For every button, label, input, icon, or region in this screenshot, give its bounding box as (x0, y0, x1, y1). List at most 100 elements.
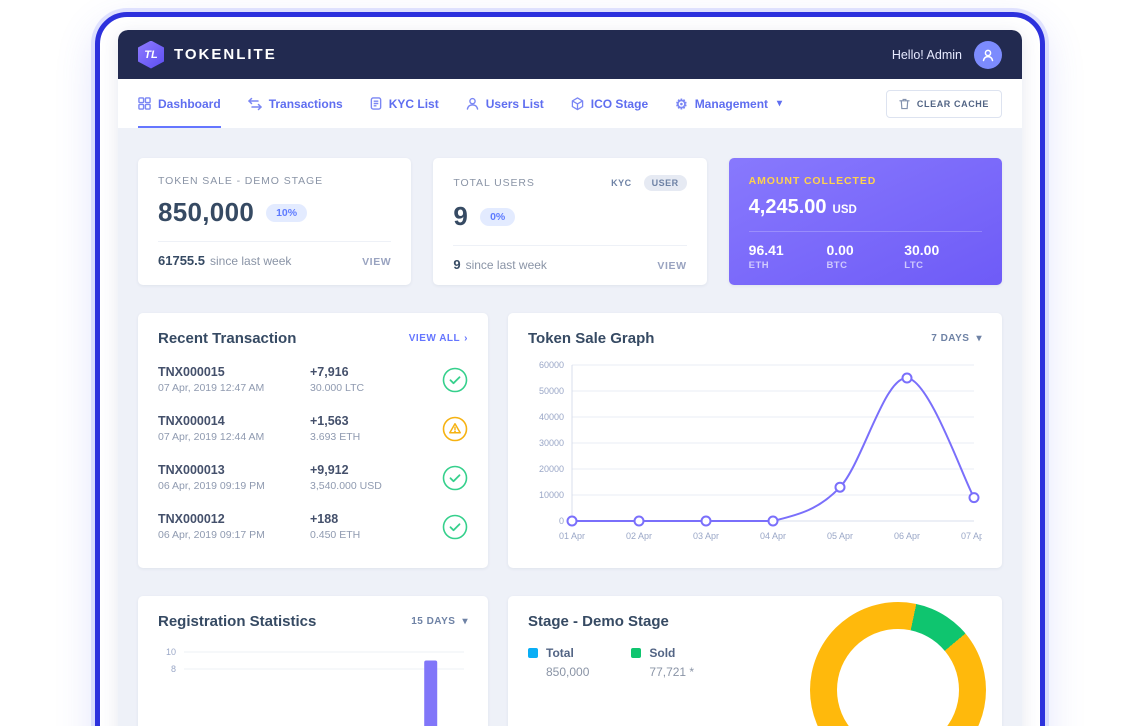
total-users-sub-label: since last week (465, 258, 547, 272)
token-sale-value: 850,000 (158, 197, 255, 227)
brand[interactable]: TL TOKENLITE (138, 40, 277, 69)
total-users-card: TOTAL USERS KYC USER 9 0% 9 since last we (433, 158, 707, 285)
tx-date: 07 Apr, 2019 12:47 AM (158, 382, 265, 394)
svg-text:50000: 50000 (539, 386, 564, 396)
tx-amount: +9,912 (310, 463, 349, 477)
user-area: Hello! Admin (892, 40, 1002, 69)
legend-item-sold: Sold 77,721 * (631, 646, 694, 679)
svg-text:10: 10 (166, 647, 176, 657)
transactions-list: TNX000015 07 Apr, 2019 12:47 AM +7,916 3… (158, 355, 468, 551)
chevron-right-icon: › (464, 333, 468, 344)
stage-demo-title: Stage - Demo Stage (528, 613, 669, 630)
table-row: TNX000013 06 Apr, 2019 09:19 PM +9,912 3… (158, 453, 468, 502)
range-label: 7 DAYS (931, 333, 970, 344)
nav-item-users-list[interactable]: Users List (466, 79, 544, 128)
token-sale-view-link[interactable]: VIEW (362, 256, 392, 268)
divider (453, 245, 687, 246)
svg-text:02 Apr: 02 Apr (626, 531, 652, 541)
amount-collected-unit: USD (832, 204, 857, 216)
btc-unit: BTC (826, 260, 848, 271)
total-users-view-link[interactable]: VIEW (657, 260, 687, 272)
token-sale-sub-label: since last week (210, 254, 292, 268)
clear-cache-button[interactable]: CLEAR CACHE (885, 89, 1002, 118)
nav-label: Management (694, 96, 769, 111)
cube-icon (571, 96, 584, 111)
nav-item-transactions[interactable]: Transactions (247, 79, 343, 128)
token-sale-sub: 61755.5 since last week (158, 253, 291, 268)
tx-date: 06 Apr, 2019 09:19 PM (158, 480, 265, 492)
tx-id: TNX000012 (158, 512, 225, 526)
token-sale-card: TOKEN SALE - DEMO STAGE 850,000 10% 6175… (138, 158, 412, 285)
svg-text:01 Apr: 01 Apr (559, 531, 585, 541)
nav-item-management[interactable]: ⚙ Management ▾ (675, 79, 782, 128)
nav-item-ico-stage[interactable]: ICO Stage (571, 79, 648, 128)
tx-status-success-icon (438, 367, 468, 393)
eth-value: 96.41 (748, 242, 784, 258)
sold-swatch (631, 648, 642, 658)
svg-text:04 Apr: 04 Apr (760, 531, 786, 541)
bottom-row: Registration Statistics 15 DAYS ▾ 10 8 St… (138, 596, 1002, 726)
tx-amount: +188 (310, 512, 339, 526)
stage-demo-card: Stage - Demo Stage Total 850,000 (508, 596, 1002, 726)
grid-icon (138, 97, 151, 110)
range-dropdown-15days[interactable]: 15 DAYS ▾ (411, 616, 468, 627)
stats-row: TOKEN SALE - DEMO STAGE 850,000 10% 6175… (138, 158, 1002, 285)
tx-detail: 3.693 ETH (310, 431, 361, 443)
table-row: TNX000014 07 Apr, 2019 12:44 AM +1,563 3… (158, 404, 468, 453)
tx-date: 07 Apr, 2019 12:44 AM (158, 431, 265, 443)
svg-text:40000: 40000 (539, 412, 564, 422)
amount-collected-title: AMOUNT COLLECTED (748, 175, 877, 187)
chevron-down-icon: ▾ (462, 616, 468, 627)
tx-detail: 3,540.000 USD (310, 480, 382, 492)
btc-amount: 0.00 BTC (826, 242, 904, 271)
tx-id: TNX000014 (158, 414, 225, 428)
token-sale-sub-value: 61755.5 (158, 253, 205, 268)
svg-text:8: 8 (171, 664, 176, 674)
range-dropdown-7days[interactable]: 7 DAYS ▾ (931, 333, 982, 344)
nav-item-dashboard[interactable]: Dashboard (138, 79, 221, 128)
toggle-kyc[interactable]: KYC (611, 178, 632, 188)
tx-amount: +1,563 (310, 414, 349, 428)
token-sale-title: TOKEN SALE - DEMO STAGE (158, 175, 324, 187)
nav-label: KYC List (388, 96, 439, 111)
table-row: TNX000012 06 Apr, 2019 09:17 PM +188 0.4… (158, 502, 468, 551)
total-swatch (528, 648, 538, 658)
toggle-user[interactable]: USER (643, 175, 687, 191)
range-label: 15 DAYS (411, 616, 456, 627)
nav-item-kyc-list[interactable]: KYC List (370, 79, 439, 128)
tx-status-success-icon (438, 514, 468, 540)
tx-amount: +7,916 (310, 365, 349, 379)
svg-text:20000: 20000 (539, 464, 564, 474)
view-all-link[interactable]: VIEW ALL › (409, 333, 468, 344)
chevron-down-icon: ▾ (777, 98, 783, 109)
device-frame (95, 12, 1045, 726)
chevron-down-icon: ▾ (976, 333, 982, 344)
content: TOKEN SALE - DEMO STAGE 850,000 10% 6175… (118, 128, 1022, 726)
person-icon (466, 97, 479, 110)
svg-text:07 Apr: 07 Apr (961, 531, 982, 541)
main-nav: Dashboard Transactions KYC List Users Li… (118, 79, 1022, 128)
tx-date: 06 Apr, 2019 09:17 PM (158, 529, 265, 541)
total-users-badge: 0% (480, 207, 516, 226)
view-all-label: VIEW ALL (408, 333, 461, 344)
sold-label: Sold (649, 646, 676, 660)
amount-collected-card: AMOUNT COLLECTED 4,245.00 USD 96.41 ETH … (728, 158, 1002, 285)
logo-monogram: TL (144, 48, 158, 61)
eth-unit: ETH (748, 260, 770, 271)
nav-items: Dashboard Transactions KYC List Users Li… (138, 79, 809, 128)
registration-bar-chart: 10 8 (166, 647, 464, 726)
gear-icon: ⚙ (675, 95, 688, 112)
swap-arrows-icon (247, 97, 262, 111)
recent-transactions-card: Recent Transaction VIEW ALL › TNX000015 … (138, 313, 488, 568)
registration-statistics-card: Registration Statistics 15 DAYS ▾ 10 8 (138, 596, 488, 726)
divider (748, 231, 982, 232)
tx-status-success-icon (438, 465, 468, 491)
token-sale-line-chart: 0 10000 20000 30000 40000 50000 60000 01 Apr 02 … (539, 360, 982, 541)
dashboard-window: TL TOKENLITE Hello! Admin Dashboard (118, 30, 1022, 726)
ltc-amount: 30.00 LTC (904, 242, 982, 271)
recent-transactions-title: Recent Transaction (158, 330, 297, 347)
stage-legend: Total 850,000 Sold 77,721 * (528, 646, 982, 679)
clear-cache-label: CLEAR CACHE (916, 98, 989, 109)
avatar[interactable] (974, 40, 1002, 69)
svg-text:0: 0 (559, 516, 564, 526)
